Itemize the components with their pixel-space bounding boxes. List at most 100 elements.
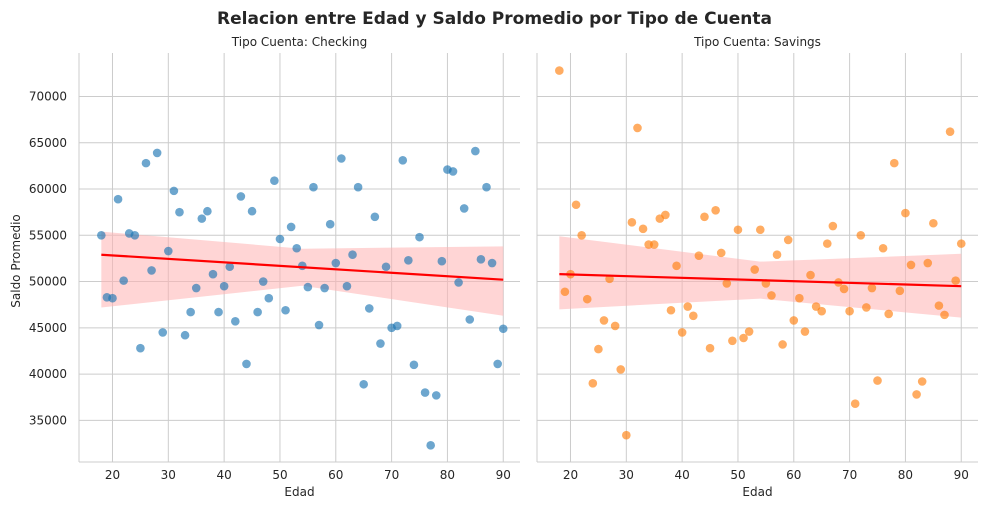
scatter-point (627, 218, 637, 227)
scatter-point (286, 222, 296, 232)
scatter-point (471, 146, 480, 156)
scatter-point (929, 218, 938, 228)
facets: Tipo Cuenta: Checking 20 30 40 50 60 70 80 90 350… (29, 35, 978, 499)
scatter-point (493, 359, 502, 369)
scatter-point (789, 316, 799, 325)
scatter-point (236, 192, 246, 201)
scatter-point (560, 287, 570, 297)
y-axis-label: Saldo Promedio (9, 214, 23, 307)
scatter-point (934, 301, 944, 310)
facet-subtitle: Tipo Cuenta: Savings (693, 35, 821, 49)
scatter-point (141, 158, 151, 168)
scatter-point (683, 302, 693, 311)
scatter-point (309, 182, 318, 192)
scatter-point (342, 281, 352, 291)
scatter-point (878, 243, 888, 253)
scatter-point (454, 278, 463, 287)
x-axis-label: Edad (284, 485, 314, 499)
scatter-point (320, 283, 329, 293)
scatter-point (845, 306, 854, 316)
x-tick-label: 90 (496, 468, 511, 482)
scatter-point (750, 265, 760, 274)
scatter-point (437, 256, 447, 266)
scatter-point (940, 310, 949, 320)
scatter-point (426, 441, 435, 450)
scatter-point (956, 239, 966, 248)
scatter-point (482, 182, 491, 192)
scatter-point (337, 154, 346, 163)
x-tick-label: 40 (216, 468, 231, 482)
x-tick-label: 70 (842, 468, 857, 482)
scatter-point (850, 399, 860, 409)
scatter-point (219, 281, 229, 291)
scatter-point (431, 391, 441, 400)
scatter-point (476, 255, 486, 264)
scatter-point (392, 321, 402, 331)
scatter-point (158, 328, 168, 337)
scatter-point (666, 305, 676, 315)
scatter-point (152, 148, 162, 158)
scatter-point (459, 204, 469, 213)
scatter-point (906, 260, 916, 270)
scatter-point (130, 230, 140, 240)
scatter-point (191, 283, 201, 293)
scatter-point (856, 230, 866, 240)
scatter-point (711, 206, 720, 215)
x-tick-label: 60 (328, 468, 343, 482)
scatter-point (281, 305, 290, 315)
scatter-point (594, 344, 603, 354)
scatter-point (889, 158, 899, 168)
scatter-point (376, 339, 385, 348)
scatter-point (739, 333, 748, 343)
scatter-point (917, 377, 927, 386)
scatter-point (923, 258, 933, 268)
scatter-point (325, 219, 335, 229)
scatter-point (610, 321, 620, 331)
x-tick-label: 30 (161, 468, 176, 482)
scatter-point (164, 246, 173, 256)
y-tick-label: 65000 (29, 136, 67, 150)
scatter-point (303, 282, 313, 292)
x-tick-label: 30 (619, 468, 634, 482)
y-tick-label: 60000 (29, 182, 67, 196)
scatter-point (783, 235, 793, 245)
scatter-point (364, 304, 374, 313)
scatter-point (616, 365, 626, 374)
scatter-point (465, 315, 475, 324)
scatter-point (728, 336, 737, 346)
scatter-point (175, 207, 184, 217)
scatter-point (498, 324, 508, 334)
confidence-band (101, 231, 504, 316)
x-tick-label: 50 (272, 468, 287, 482)
x-tick-label: 80 (440, 468, 455, 482)
scatter-point (744, 327, 754, 336)
scatter-point (577, 230, 586, 240)
scatter-point (772, 250, 782, 260)
scatter-point (136, 343, 145, 353)
scatter-point (661, 210, 670, 220)
scatter-point (778, 340, 787, 349)
scatter-point (487, 258, 497, 268)
scatter-point (270, 176, 279, 185)
scatter-point (247, 206, 257, 216)
x-tick-label: 20 (563, 468, 578, 482)
scatter-point (895, 286, 905, 296)
x-tick-label: 40 (674, 468, 689, 482)
scatter-point (180, 330, 190, 340)
scatter-point (694, 251, 704, 260)
y-tick-label: 70000 (29, 89, 67, 103)
scatter-point (912, 390, 921, 399)
y-tick-label: 55000 (29, 228, 67, 242)
confidence-band (559, 236, 962, 318)
facet-subtitle: Tipo Cuenta: Checking (231, 35, 367, 49)
scatter-point (672, 261, 681, 271)
scatter-point (633, 123, 642, 133)
scatter-point (197, 214, 207, 223)
y-tick-label: 35000 (29, 413, 67, 427)
scatter-point (242, 359, 251, 369)
scatter-point (677, 328, 687, 337)
scatter-point (822, 239, 832, 248)
scatter-point (331, 258, 341, 268)
y-tick-label: 40000 (29, 367, 67, 381)
